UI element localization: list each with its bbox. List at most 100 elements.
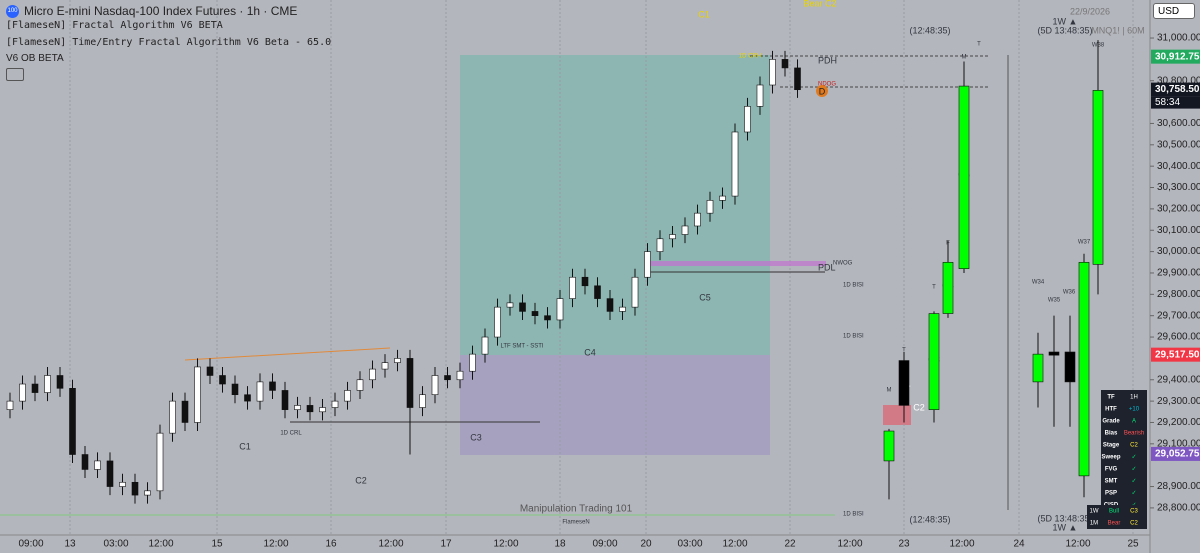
y-tick-label: 29,600.00 (1157, 332, 1200, 343)
table-value: +10 (1129, 407, 1140, 413)
x-tick-label: 12:00 (1065, 539, 1090, 550)
currency-button[interactable]: USD (1153, 3, 1195, 19)
candle-body (306, 405, 314, 413)
summary-cell: 1W (1090, 509, 1099, 515)
candle-body (681, 225, 689, 235)
table-value: A (1132, 419, 1136, 425)
candle-body (1078, 261, 1090, 477)
candle-body (569, 276, 576, 299)
d-marker (816, 85, 828, 97)
annotation: Bear C2 (803, 0, 836, 8)
candle-body (331, 400, 339, 408)
annotation: T (932, 285, 936, 291)
nwog-box (646, 261, 826, 266)
y-tick-label: 30,300.00 (1157, 182, 1200, 193)
candle-body (581, 276, 589, 287)
x-tick-label: 12:00 (837, 539, 862, 550)
candle-body (1032, 353, 1044, 383)
candle-body (406, 358, 414, 408)
y-tick-label: 29,400.00 (1157, 374, 1200, 385)
candle-body (544, 315, 551, 321)
candle-body (481, 336, 489, 355)
table-label: Grade (1102, 419, 1120, 425)
x-tick-label: 25 (1127, 539, 1139, 550)
price-label: 29,052.75 (1155, 449, 1200, 460)
indicator[interactable]: [FlameseN] Fractal Algorithm V6 BETA (6, 20, 223, 31)
y-tick-label: 29,300.00 (1157, 396, 1200, 407)
x-tick-label: 22 (784, 539, 796, 550)
y-tick-label: 28,800.00 (1157, 503, 1200, 514)
candle-body (456, 370, 464, 381)
candle-body (44, 375, 51, 393)
candle-body (1092, 90, 1104, 265)
y-tick-label: 29,700.00 (1157, 310, 1200, 321)
annotation: MNQ1! | 60M (1091, 25, 1144, 35)
candle-body (56, 375, 64, 389)
summary-cell: C2 (1130, 521, 1138, 527)
x-tick-label: 13 (64, 539, 76, 550)
annotation: FlameseN (562, 520, 589, 526)
table-value: 1H (1130, 395, 1138, 401)
candle-body (431, 375, 439, 396)
candle-body (131, 481, 139, 496)
annotation: (12:48:35) (909, 25, 950, 35)
annotation: C1 (698, 9, 710, 19)
annotation: 1D CRH (739, 54, 761, 60)
info-table: TF 1H HTF +10 Grade A Bias Bearish Stage C2 Sweep ✓… (1087, 390, 1147, 529)
candle-body (756, 84, 764, 107)
annotation: C4 (584, 347, 596, 357)
candle-body (469, 353, 476, 372)
candle-body (769, 59, 776, 86)
candle-body (1048, 351, 1060, 356)
countdown-bg (1151, 96, 1200, 109)
table-label: Bias (1105, 431, 1118, 437)
candle-body (181, 400, 189, 423)
price-label: 29,517.50 (1155, 349, 1200, 360)
candle-body (506, 302, 514, 308)
trend-line (184, 347, 391, 361)
annotation: NWOG (833, 261, 853, 267)
candle-body (1064, 351, 1076, 383)
indicator[interactable]: V6 OB BETA (6, 53, 64, 64)
candle-body (69, 388, 76, 455)
candle-body (269, 381, 276, 391)
logo: 100 (6, 4, 19, 18)
symbol-header: 100 Micro E-mini Nasdaq-100 Index Future… (6, 4, 297, 18)
candle-body (883, 430, 895, 462)
price-label-bg (1151, 347, 1200, 362)
candle-body (444, 375, 451, 381)
table-value: ✓ (1131, 491, 1136, 497)
annotation: T (902, 348, 906, 354)
x-tick-label: 17 (440, 539, 452, 550)
price-label-bg (1151, 49, 1200, 64)
x-tick-label: 09:00 (592, 539, 617, 550)
candle-body (942, 261, 954, 314)
candle-body (419, 394, 426, 408)
annotation: T (977, 42, 981, 48)
candle-body (731, 131, 739, 197)
price-label: 30,912.75 (1155, 51, 1200, 62)
indicator[interactable]: [FlameseN] Time/Entry Fractal Algorithm … (6, 37, 332, 48)
candle-body (244, 394, 251, 402)
annotation: D (819, 86, 826, 96)
annotation: 1D CRL (280, 431, 302, 437)
candle-body (319, 407, 326, 413)
annotation: C1 (239, 441, 251, 451)
candle-body (394, 358, 401, 363)
annotation: 1D BISI (843, 283, 864, 289)
x-tick-label: 18 (554, 539, 566, 550)
candle-body (958, 85, 970, 269)
annotation: C2 (355, 475, 367, 485)
x-tick-label: 24 (1013, 539, 1025, 550)
collapse-button[interactable] (6, 68, 24, 81)
x-tick-label: 15 (211, 539, 223, 550)
candle-body (669, 234, 676, 240)
annotation: W36 (1063, 290, 1076, 296)
table-value: C2 (1130, 443, 1138, 449)
candle-body (194, 366, 201, 423)
annotation: NDOG (818, 82, 836, 88)
y-tick-label: 30,500.00 (1157, 139, 1200, 150)
candle-body (169, 400, 176, 434)
candle-body (719, 195, 726, 201)
